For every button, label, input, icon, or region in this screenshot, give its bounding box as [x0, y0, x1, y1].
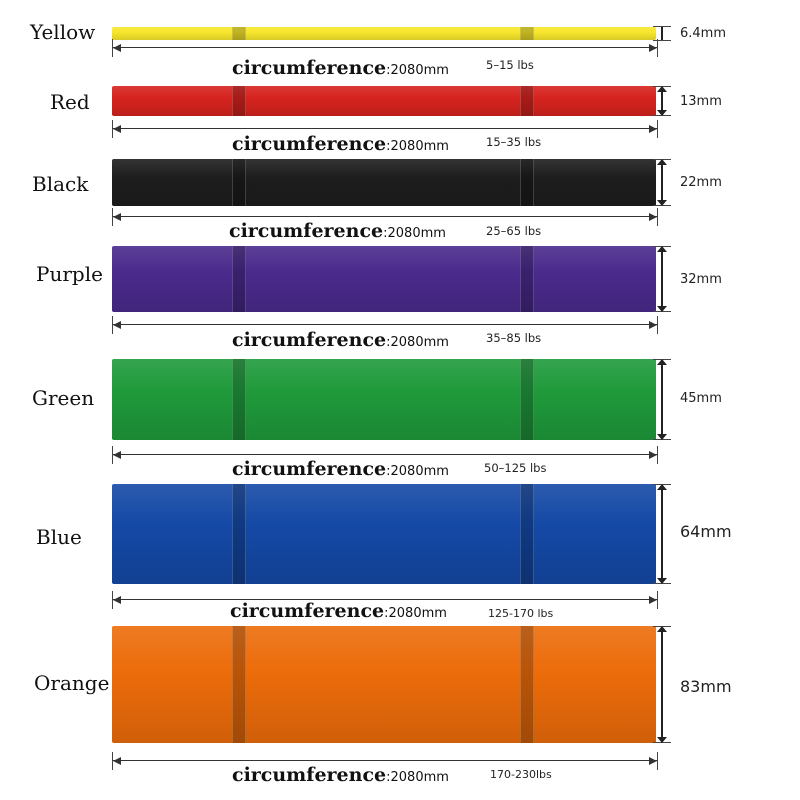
thickness-label: 22mm [680, 175, 722, 190]
resistance-label: 125-170 lbs [488, 607, 554, 620]
thickness-label: 13mm [680, 94, 722, 109]
band-purple [112, 246, 656, 312]
circumference-label: circumference:2080mm [232, 57, 449, 79]
circumference-value: :2080mm [386, 335, 449, 350]
thickness-dimension-arrow [650, 26, 674, 41]
circumference-value: :2080mm [386, 63, 449, 78]
circumference-value: :2080mm [386, 139, 449, 154]
thickness-label: 64mm [680, 522, 732, 541]
circumference-label: circumference:2080mm [229, 220, 446, 242]
resistance-label: 170-230lbs [490, 768, 552, 781]
band-orange [112, 626, 656, 743]
thickness-dimension-arrow [650, 359, 674, 440]
circumference-dimension-arrow [112, 120, 658, 138]
band-color-name: Red [50, 90, 90, 114]
resistance-label: 15–35 lbs [486, 135, 542, 149]
band-color-name: Orange [34, 671, 110, 695]
circumference-word: circumference [232, 133, 387, 155]
circumference-dimension-arrow [112, 446, 658, 464]
thickness-label: 83mm [680, 677, 732, 696]
thickness-dimension-arrow [650, 626, 674, 743]
circumference-value: :2080mm [386, 464, 449, 479]
circumference-word: circumference [232, 764, 387, 786]
thickness-label: 45mm [680, 391, 722, 406]
resistance-label: 5–15 lbs [486, 58, 534, 72]
band-color-name: Purple [36, 262, 103, 286]
circumference-value: :2080mm [383, 226, 446, 241]
band-red [112, 86, 656, 116]
band-black [112, 159, 656, 206]
thickness-dimension-arrow [650, 159, 674, 206]
circumference-dimension-arrow [112, 208, 658, 226]
circumference-label: circumference:2080mm [230, 600, 447, 622]
band-green [112, 359, 656, 440]
band-color-name: Black [32, 172, 89, 196]
thickness-label: 32mm [680, 272, 722, 287]
band-color-name: Yellow [30, 20, 96, 44]
circumference-dimension-arrow [112, 752, 658, 770]
circumference-word: circumference [230, 600, 385, 622]
circumference-dimension-arrow [112, 316, 658, 334]
circumference-dimension-arrow [112, 591, 658, 609]
circumference-word: circumference [232, 329, 387, 351]
circumference-dimension-arrow [112, 39, 658, 57]
circumference-word: circumference [229, 220, 384, 242]
circumference-label: circumference:2080mm [232, 329, 449, 351]
band-color-name: Green [32, 386, 95, 410]
band-color-name: Blue [36, 525, 82, 549]
circumference-word: circumference [232, 458, 387, 480]
thickness-label: 6.4mm [680, 26, 727, 41]
circumference-label: circumference:2080mm [232, 133, 449, 155]
resistance-label: 50–125 lbs [484, 461, 547, 475]
resistance-label: 35–85 lbs [486, 331, 542, 345]
resistance-label: 25–65 lbs [486, 224, 542, 238]
thickness-dimension-arrow [650, 246, 674, 312]
circumference-label: circumference:2080mm [232, 458, 449, 480]
circumference-value: :2080mm [384, 606, 447, 621]
circumference-value: :2080mm [386, 770, 449, 785]
thickness-dimension-arrow [650, 86, 674, 116]
thickness-dimension-arrow [650, 484, 674, 584]
band-blue [112, 484, 656, 584]
circumference-word: circumference [232, 57, 387, 79]
circumference-label: circumference:2080mm [232, 764, 449, 786]
band-yellow [112, 27, 656, 40]
